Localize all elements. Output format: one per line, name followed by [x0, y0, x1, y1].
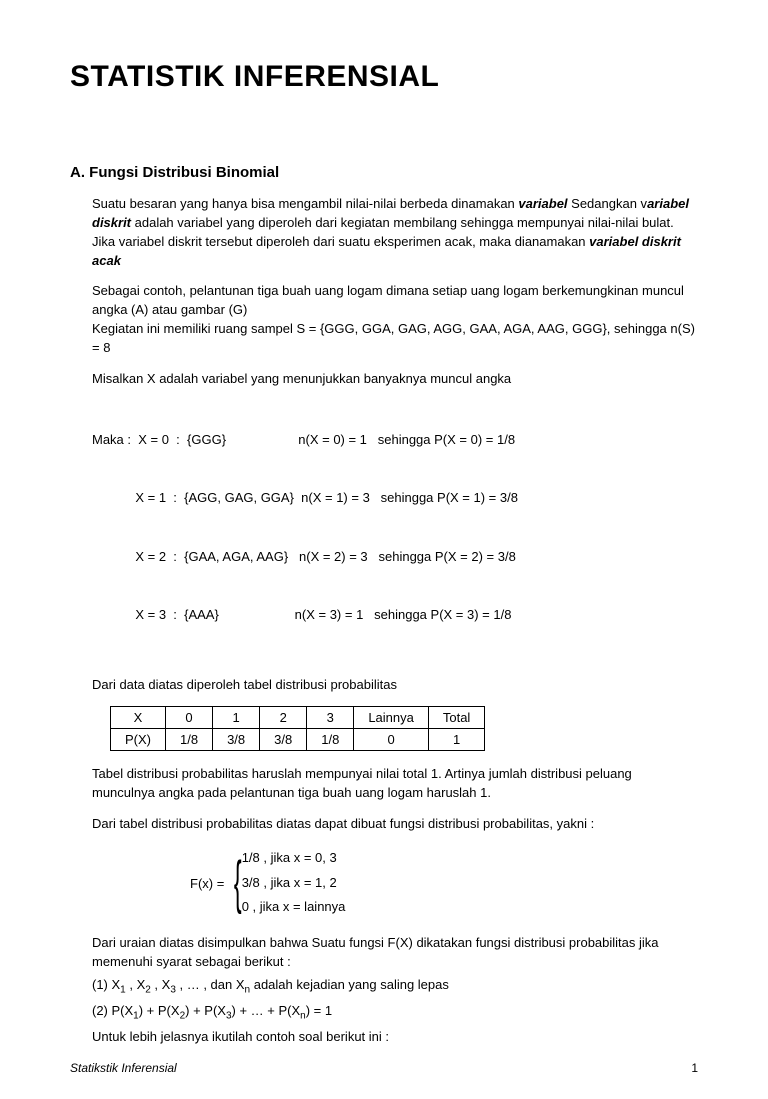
- function-definition: F(x) = { 1/8 , jika x = 0, 3 3/8 , jika …: [190, 846, 698, 920]
- paragraph-4: Dari data diatas diperoleh tabel distrib…: [92, 676, 698, 695]
- text: Sedangkan v: [568, 196, 648, 211]
- fx-case: 3/8 , jika x = 1, 2: [242, 871, 346, 896]
- case-line: X = 1 : {AGG, GAG, GGA} n(X = 1) = 3 seh…: [92, 488, 698, 508]
- table-cell: 1/8: [166, 729, 213, 751]
- table-cell: 3/8: [260, 729, 307, 751]
- table-row: P(X) 1/8 3/8 3/8 1/8 0 1: [111, 729, 485, 751]
- case-line: Maka : X = 0 : {GGG} n(X = 0) = 1 sehing…: [92, 430, 698, 450]
- table-cell: Lainnya: [354, 707, 429, 729]
- paragraph-1: Suatu besaran yang hanya bisa mengambil …: [92, 195, 698, 270]
- table-cell: Total: [428, 707, 484, 729]
- table-cell: X: [111, 707, 166, 729]
- paragraph-7: Dari uraian diatas disimpulkan bahwa Sua…: [92, 934, 698, 972]
- case-list: Maka : X = 0 : {GGG} n(X = 0) = 1 sehing…: [92, 391, 698, 664]
- fx-case: 0 , jika x = lainnya: [242, 895, 346, 920]
- table-row: X 0 1 2 3 Lainnya Total: [111, 707, 485, 729]
- page-number: 1: [691, 1061, 698, 1075]
- fx-cases: 1/8 , jika x = 0, 3 3/8 , jika x = 1, 2 …: [242, 846, 346, 920]
- table-cell: P(X): [111, 729, 166, 751]
- fx-label: F(x) =: [190, 876, 224, 891]
- probability-table: X 0 1 2 3 Lainnya Total P(X) 1/8 3/8 3/8…: [110, 706, 485, 751]
- case-line: X = 2 : {GAA, AGA, AAG} n(X = 2) = 3 seh…: [92, 547, 698, 567]
- table-cell: 0: [166, 707, 213, 729]
- paragraph-3: Misalkan X adalah variabel yang menunjuk…: [92, 370, 698, 389]
- text: adalah variabel yang diperoleh dari kegi…: [92, 215, 674, 249]
- table-cell: 1: [213, 707, 260, 729]
- table-cell: 3: [307, 707, 354, 729]
- page-title: STATISTIK INFERENSIAL: [70, 60, 698, 94]
- condition-2: (2) P(X1) + P(X2) + P(X3) + … + P(Xn) = …: [92, 1002, 698, 1024]
- table-cell: 1: [428, 729, 484, 751]
- paragraph-6: Dari tabel distribusi probabilitas diata…: [92, 815, 698, 834]
- paragraph-8: Untuk lebih jelasnya ikutilah contoh soa…: [92, 1028, 698, 1047]
- document-page: STATISTIK INFERENSIAL A. Fungsi Distribu…: [0, 0, 768, 1099]
- condition-1: (1) X1 , X2 , X3 , … , dan Xn adalah kej…: [92, 976, 698, 998]
- footer-title: Statikstik Inferensial: [70, 1061, 177, 1075]
- text: Suatu besaran yang hanya bisa mengambil …: [92, 196, 518, 211]
- table-cell: 2: [260, 707, 307, 729]
- brace-icon: {: [234, 857, 242, 909]
- table-cell: 0: [354, 729, 429, 751]
- bold-term: variabel: [518, 196, 567, 211]
- paragraph-5: Tabel distribusi probabilitas haruslah m…: [92, 765, 698, 803]
- fx-case: 1/8 , jika x = 0, 3: [242, 846, 346, 871]
- case-line: X = 3 : {AAA} n(X = 3) = 1 sehingga P(X …: [92, 605, 698, 625]
- section-heading: A. Fungsi Distribusi Binomial: [70, 164, 698, 181]
- paragraph-2: Sebagai contoh, pelantunan tiga buah uan…: [92, 282, 698, 357]
- table-cell: 3/8: [213, 729, 260, 751]
- table-cell: 1/8: [307, 729, 354, 751]
- page-footer: Statikstik Inferensial 1: [70, 1061, 698, 1075]
